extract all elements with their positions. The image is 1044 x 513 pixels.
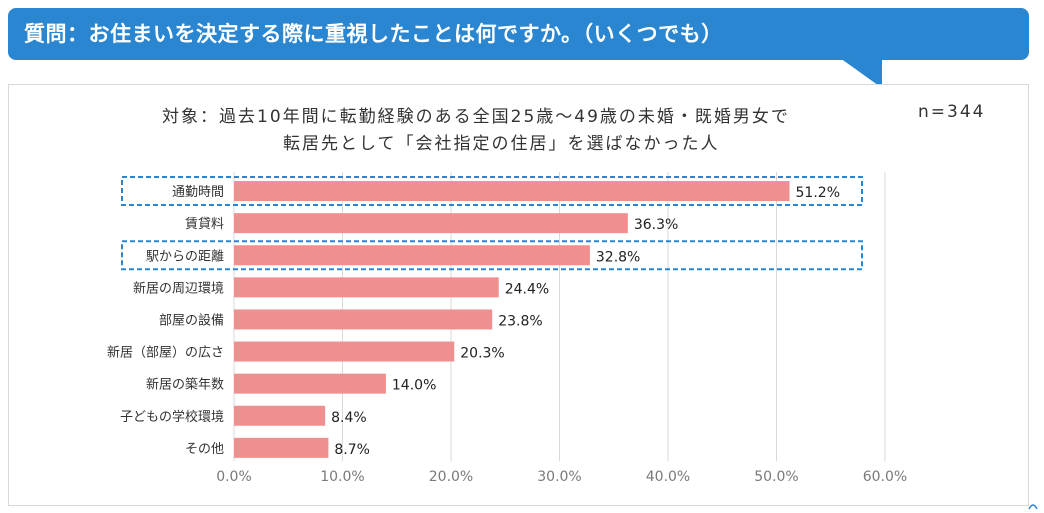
question-banner <box>8 8 1029 60</box>
chart-panel <box>8 84 1029 506</box>
value-label: 20.3% <box>460 346 504 362</box>
category-label: 新居（部屋）の広さ <box>107 345 224 361</box>
category-label: 部屋の設備 <box>159 312 224 328</box>
value-label: 36.3% <box>634 217 678 233</box>
question-text: 質問：お住まいを決定する際に重視したことは何ですか。（いくつでも） <box>24 22 723 46</box>
chart-subtitle-line2: 転居先として「会社指定の住居」を選ばなかった人 <box>283 134 720 154</box>
category-label: 賃貸料 <box>185 216 224 232</box>
value-label: 32.8% <box>596 249 640 265</box>
bar <box>234 405 326 426</box>
bar <box>234 245 590 266</box>
corner-mark-icon <box>1028 504 1038 510</box>
bar <box>234 341 455 362</box>
category-label: 新居の周辺環境 <box>133 280 224 296</box>
highlight-box <box>121 176 863 207</box>
highlight-box <box>121 240 863 271</box>
category-label: 子どもの学校環境 <box>120 409 224 425</box>
x-tick-label: 40.0% <box>646 469 690 485</box>
bar <box>234 277 499 298</box>
x-tick-label: 20.0% <box>429 469 473 485</box>
bar <box>234 213 628 234</box>
x-tick-label: 50.0% <box>754 469 798 485</box>
value-label: 23.8% <box>498 313 542 329</box>
bar <box>234 181 790 202</box>
chart-subtitle-line1: 対象：過去10年間に転勤経験のある全国25歳～49歳の未婚・既婚男女で <box>162 107 790 127</box>
x-tick-label: 30.0% <box>537 469 581 485</box>
value-label: 51.2% <box>796 185 840 201</box>
bar <box>234 437 329 458</box>
value-label: 14.0% <box>392 378 436 394</box>
value-label: 24.4% <box>505 281 549 297</box>
category-label: その他 <box>185 442 224 457</box>
x-tick-label: 10.0% <box>320 469 364 485</box>
question-banner-tail <box>840 58 882 88</box>
bar <box>234 309 493 330</box>
category-label: 通勤時間 <box>172 185 224 200</box>
bar <box>234 373 386 394</box>
category-label: 駅からの距離 <box>146 249 224 264</box>
sample-size-label: n=344 <box>918 102 986 122</box>
x-tick-label: 0.0% <box>216 469 252 485</box>
value-label: 8.4% <box>331 410 367 426</box>
value-label: 8.7% <box>334 442 370 458</box>
x-tick-label: 60.0% <box>863 469 907 485</box>
category-label: 新居の築年数 <box>146 377 224 393</box>
